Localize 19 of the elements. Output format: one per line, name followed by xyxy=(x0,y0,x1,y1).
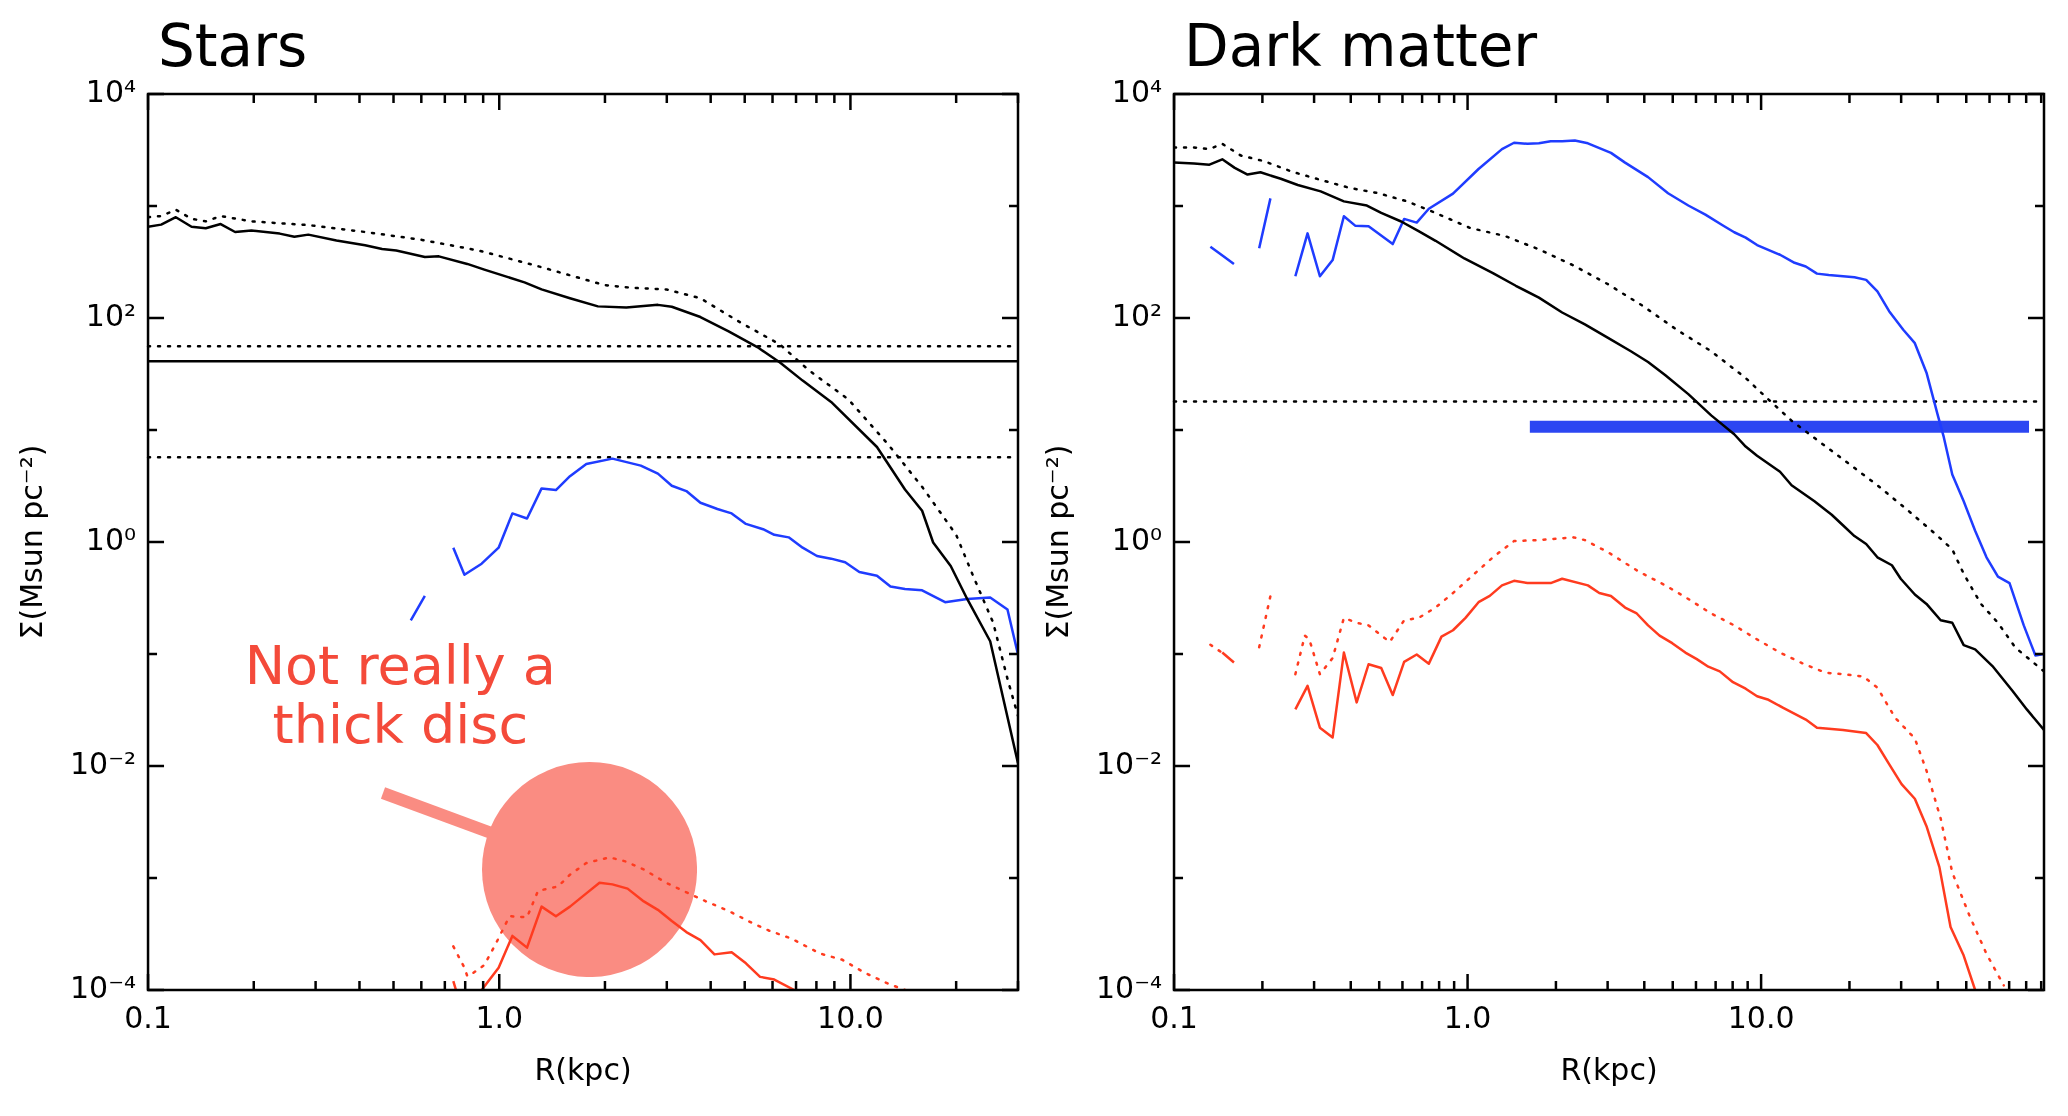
y-tick-label: 10⁻² xyxy=(1095,745,1163,781)
y-tick-label: 10⁴ xyxy=(85,73,137,109)
chart-title: Stars xyxy=(158,12,308,81)
y-tick-label: 10² xyxy=(85,297,137,333)
y-tick-label: 10² xyxy=(1111,297,1163,333)
x-tick-label: 1.0 xyxy=(475,999,524,1035)
x-axis-title: R(kpc) xyxy=(1560,1051,1658,1087)
y-tick-label: 10⁴ xyxy=(1111,73,1163,109)
y-tick-label: 10⁰ xyxy=(1111,521,1163,557)
x-axis-title: R(kpc) xyxy=(534,1051,632,1087)
y-tick-label: 10⁰ xyxy=(85,521,137,557)
y-axis-title: Σ(Msun pc⁻²) xyxy=(13,444,49,640)
y-tick-label: 10⁻² xyxy=(69,745,137,781)
chart-title: Dark matter xyxy=(1184,12,1538,81)
x-tick-label: 10.0 xyxy=(1727,999,1795,1035)
annotation: Not really a thick disc xyxy=(243,634,557,757)
y-axis-title: Σ(Msun pc⁻²) xyxy=(1039,444,1075,640)
x-tick-label: 1.0 xyxy=(1443,999,1492,1035)
x-tick-label: 10.0 xyxy=(817,999,884,1035)
